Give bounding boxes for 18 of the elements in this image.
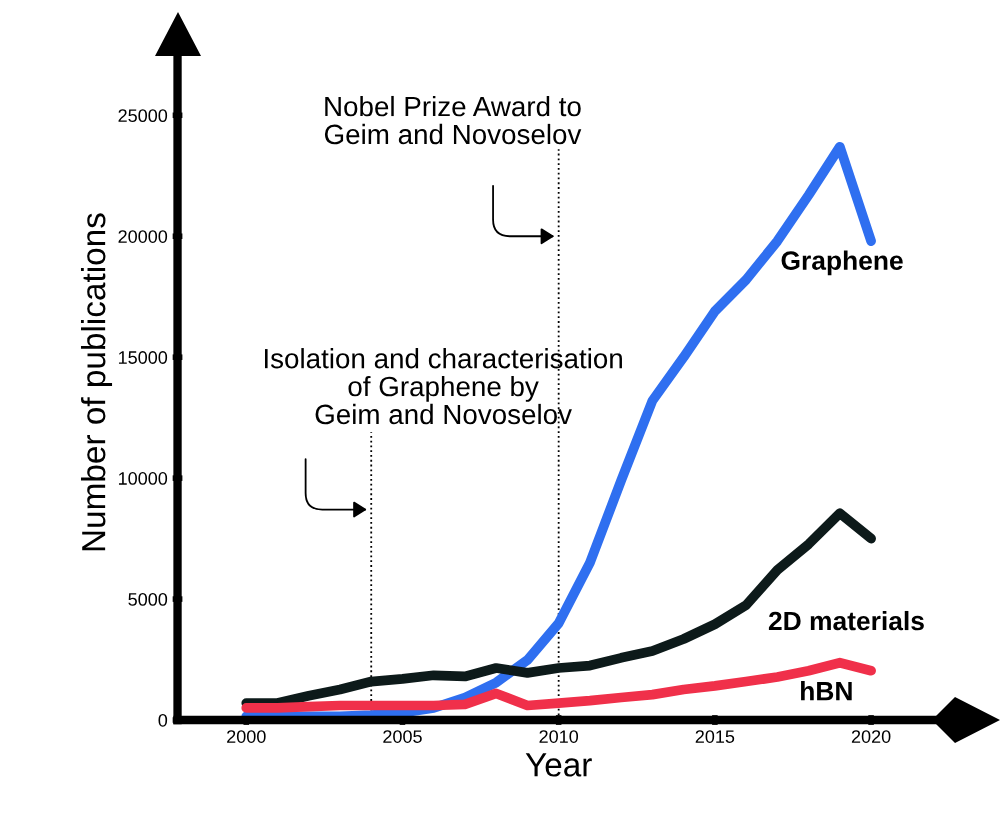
- y-axis-title: Number of publications: [80, 213, 113, 551]
- series-label: Graphene: [781, 250, 903, 276]
- y-tick-label: 0: [158, 713, 168, 727]
- y-tick-label: 25000: [118, 109, 168, 123]
- x-tick-label: 2010: [539, 730, 579, 743]
- y-tick-label: 10000: [118, 472, 168, 485]
- x-tick-label: 2020: [851, 730, 891, 743]
- x-tick-label: 2005: [383, 730, 422, 743]
- ref-line-label: Nobel Prize Award to Geim and Novoselov: [324, 95, 582, 145]
- y-tick-label: 20000: [118, 230, 168, 243]
- y-tick-label: 5000: [128, 593, 168, 606]
- x-tick-label: 2015: [695, 730, 735, 743]
- y-tick-label: 15000: [118, 351, 168, 364]
- x-tick-label: 2000: [227, 730, 266, 743]
- series-label: 2D materials: [768, 610, 924, 631]
- series-label: hBN: [801, 681, 852, 701]
- ref-line-label: Isolation and characterisation of Graphene by Geim and Novoselov: [264, 348, 622, 425]
- x-axis-title: Year: [525, 753, 592, 777]
